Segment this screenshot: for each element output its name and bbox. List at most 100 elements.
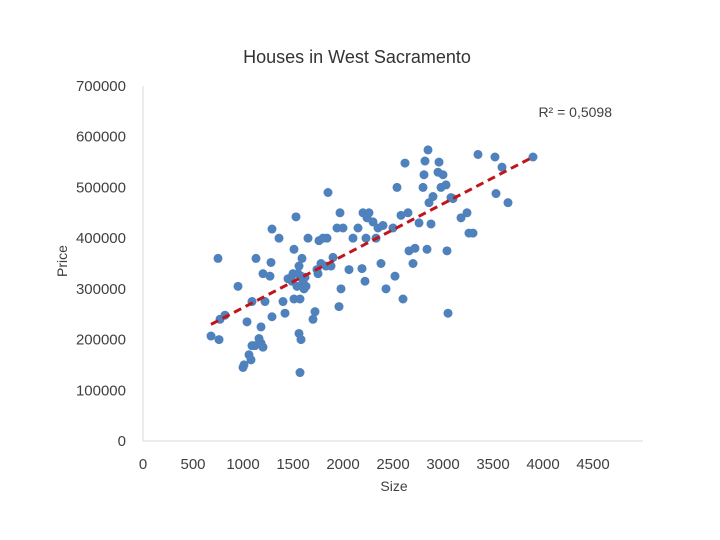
data-point [328, 252, 338, 262]
data-point [265, 271, 275, 281]
data-point [396, 210, 406, 220]
data-point [381, 284, 391, 294]
data-point [206, 331, 216, 341]
data-point [267, 312, 277, 322]
data-point [400, 158, 410, 168]
trendline [210, 155, 534, 326]
data-point [426, 219, 436, 229]
data-point [289, 244, 299, 254]
data-point [278, 297, 288, 307]
data-point [490, 152, 500, 162]
data-point [390, 271, 400, 281]
data-point [242, 317, 252, 327]
data-point [213, 253, 223, 263]
x-tick-label: 500 [180, 456, 205, 473]
data-point [443, 308, 453, 318]
data-point [468, 228, 478, 238]
y-tick-label: 200000 [76, 332, 126, 349]
data-point [392, 182, 402, 192]
data-point [376, 259, 386, 268]
data-point [434, 157, 444, 167]
x-tick-label: 3500 [476, 456, 509, 473]
data-point [308, 314, 318, 324]
y-axis-ticks: 0 100000 200000 300000 400000 500000 600000 700… [76, 78, 126, 450]
data-point [361, 233, 371, 243]
data-point [503, 198, 513, 208]
y-tick-label: 700000 [76, 78, 126, 95]
data-point [266, 257, 276, 267]
data-point [364, 208, 374, 218]
data-point [378, 220, 388, 230]
data-point [246, 355, 256, 365]
y-tick-label: 500000 [76, 179, 126, 196]
data-point [423, 145, 433, 155]
data-point [456, 213, 466, 223]
data-point [338, 223, 348, 233]
data-point [438, 170, 448, 180]
data-point [441, 180, 451, 190]
data-point [442, 246, 452, 256]
r-squared-annotation: R² = 0,5098 [538, 104, 612, 120]
data-point [528, 152, 538, 162]
data-point [313, 269, 323, 279]
data-point [301, 281, 311, 291]
data-point [428, 192, 438, 202]
data-point [336, 284, 346, 294]
data-point [280, 308, 290, 318]
x-tick-label: 3000 [426, 456, 459, 473]
data-point [497, 162, 507, 172]
data-point [353, 223, 363, 233]
data-point [335, 208, 345, 218]
data-point [491, 189, 501, 199]
data-point [260, 297, 270, 307]
y-tick-label: 0 [118, 433, 126, 450]
y-tick-label: 100000 [76, 382, 126, 399]
data-point [238, 362, 248, 372]
data-point [473, 149, 483, 159]
x-tick-label: 2000 [326, 456, 359, 473]
x-axis-label: Size [380, 478, 407, 494]
data-point [344, 265, 354, 275]
data-point [251, 253, 261, 263]
data-point [462, 208, 472, 218]
data-point [419, 170, 429, 180]
data-point [267, 224, 277, 234]
chart-title: Houses in West Sacramento [243, 47, 471, 67]
x-axis-ticks: 0 500 1000 1500 2000 2500 3000 3500 4000 4500 [139, 456, 610, 473]
data-point [295, 368, 305, 378]
data-point [420, 156, 430, 166]
data-point [368, 217, 378, 227]
data-point [323, 188, 333, 197]
x-tick-label: 4000 [526, 456, 559, 473]
x-tick-label: 4500 [576, 456, 609, 473]
data-point [258, 269, 268, 279]
x-tick-label: 2500 [376, 456, 409, 473]
x-tick-label: 1500 [276, 456, 309, 473]
data-point [256, 322, 266, 332]
data-point [408, 259, 418, 268]
data-point [414, 218, 424, 228]
y-axis-label: Price [54, 245, 70, 277]
data-point [294, 261, 304, 271]
data-point [214, 335, 224, 345]
x-tick-label: 1000 [226, 456, 259, 473]
data-point [357, 264, 367, 274]
y-tick-label: 300000 [76, 281, 126, 298]
data-point [291, 212, 301, 222]
data-point [274, 233, 284, 243]
data-point [418, 182, 428, 192]
data-point [296, 335, 306, 345]
y-tick-label: 600000 [76, 129, 126, 146]
data-point [410, 243, 420, 253]
data-point [398, 294, 408, 304]
data-point [310, 307, 320, 317]
y-tick-label: 400000 [76, 230, 126, 247]
data-point [258, 342, 268, 352]
data-point [422, 244, 432, 254]
data-point [322, 233, 332, 243]
data-point [233, 281, 243, 291]
x-tick-label: 0 [139, 456, 147, 473]
data-point [348, 233, 358, 243]
data-point [360, 276, 370, 286]
